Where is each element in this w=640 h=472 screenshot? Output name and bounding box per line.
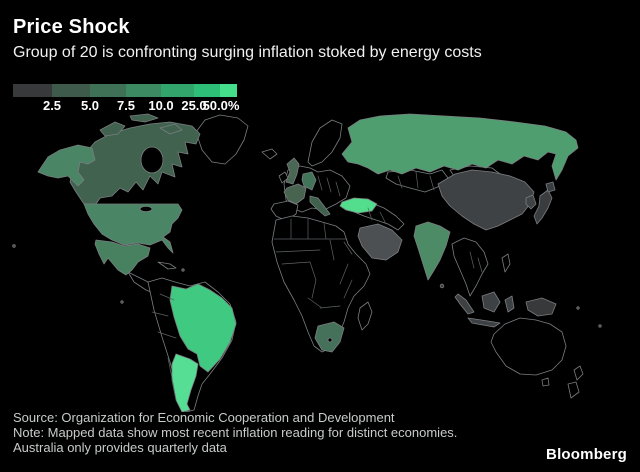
country-philippines [501,253,511,273]
world-map-svg [12,113,602,412]
legend-tick-2-5: 2.5 [42,98,62,113]
country-india [413,221,451,281]
great-lakes [139,206,153,213]
country-south-korea [525,194,537,210]
world-choropleth-map [0,112,640,412]
legend-tick-10-0: 10.0 [148,98,174,113]
legend-bin-1 [13,84,52,97]
continent-africa [271,215,371,353]
country-indonesia-java [467,317,501,328]
internal-borders [151,171,483,401]
island-fiji [598,324,602,328]
chart-subtitle: Group of 20 is confronting surging infla… [13,44,482,61]
country-new-zealand-north [573,365,584,381]
country-usa [83,203,183,254]
island-caribbean [181,268,185,272]
country-saudi-arabia [357,223,403,261]
country-china [437,169,535,231]
country-indonesia-borneo [481,291,501,313]
country-germany [301,171,317,191]
region-southeast-asia [451,237,489,297]
page-title: Price Shock [13,16,130,38]
country-madagascar [357,301,373,331]
source-line: Source: Organization for Economic Cooper… [13,410,395,425]
country-lesotho [327,337,333,343]
country-canada-arctic-3 [159,123,183,135]
legend-bin-5 [161,84,194,97]
country-canada-arctic-1 [99,121,126,137]
legend-bin-6 [194,84,220,97]
country-france [283,183,307,205]
island-new-guinea [525,297,557,317]
country-japan [533,189,553,225]
country-cuba [157,261,177,270]
country-canada-arctic-2 [129,113,159,123]
legend-bin-2 [52,84,90,97]
country-new-zealand-south [567,381,580,399]
footer-notes: Source: Organization for Economic Cooper… [13,410,457,455]
island-galapagos [120,300,124,304]
country-japan-hokkaido [545,181,556,193]
country-south-africa [314,321,345,353]
island-hawaii [12,244,16,248]
color-legend: 2.5 5.0 7.5 10.0 25.0 50.0% [0,84,640,114]
country-usa-alaska [37,144,96,187]
country-brazil [169,283,237,373]
country-russia [341,113,579,181]
country-indonesia-sulawesi [504,295,515,313]
country-turkey [339,197,378,214]
country-uk [285,157,300,185]
note-line-2: Australia only provides quarterly data [13,440,227,455]
country-greenland [195,114,249,165]
country-australia [490,317,567,376]
legend-tick-labels: 2.5 5.0 7.5 10.0 25.0 50.0% [0,98,640,114]
country-canada [69,121,201,205]
hudson-bay [140,146,164,174]
country-italy [309,195,331,217]
legend-bin-4 [126,84,161,97]
note-line: Note: Mapped data show most recent infla… [13,425,458,440]
island-solomon [576,306,580,310]
country-indonesia-sumatra [454,293,475,315]
legend-tick-25-0: 25.0 [181,98,207,113]
legend-bin-7 [220,84,237,97]
legend-tick-5-0: 5.0 [80,98,100,113]
island-tasmania [541,377,550,387]
island-sri-lanka [439,283,445,289]
legend-bin-3 [90,84,126,97]
legend-tick-50-0: 50.0% [202,98,240,113]
legend-tick-7-5: 7.5 [116,98,136,113]
country-mexico [94,239,151,276]
bloomberg-logo: Bloomberg [546,446,627,463]
country-iceland [261,148,278,160]
region-scandinavia [307,119,343,167]
